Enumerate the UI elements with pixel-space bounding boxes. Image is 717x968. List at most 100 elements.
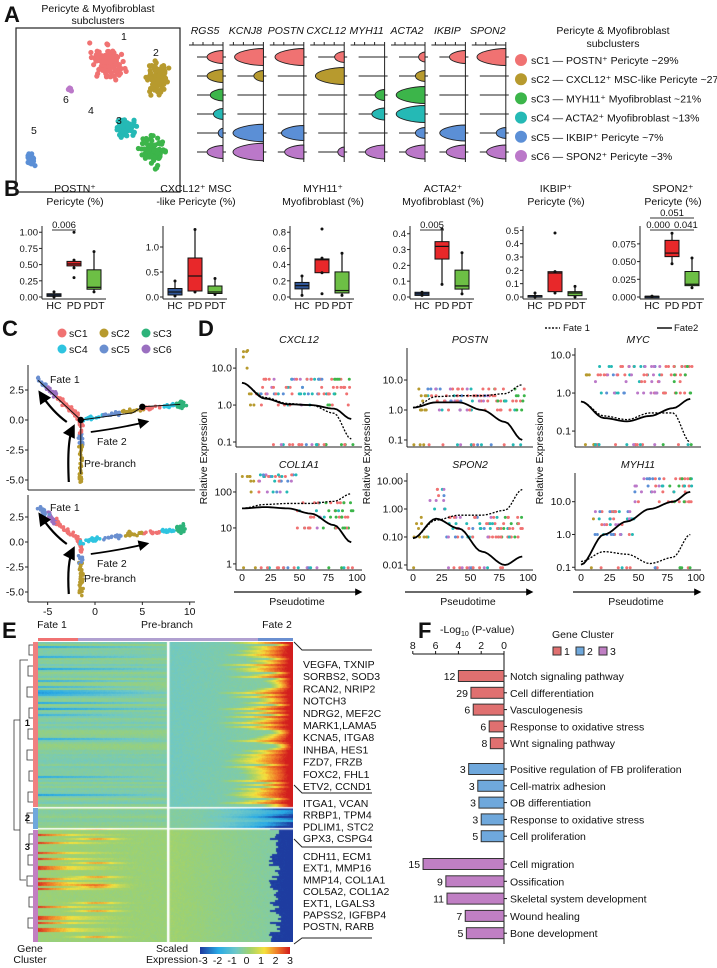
scale-label-line1: Scaled <box>156 943 188 955</box>
cell-point <box>495 408 499 412</box>
cell-point <box>327 509 331 513</box>
cell-point <box>609 532 613 536</box>
go-term-label: Wnt signaling pathway <box>510 738 616 750</box>
cell-point <box>668 484 672 488</box>
umap-point <box>156 73 162 79</box>
violin-shape <box>476 48 507 66</box>
x-tick-label: 75 <box>661 572 673 584</box>
y-tick-label: 0.50 <box>20 260 39 271</box>
cell-point <box>456 535 460 539</box>
cell-point <box>511 399 515 403</box>
cell-point <box>346 515 350 519</box>
cell-point <box>650 380 654 384</box>
cell-point <box>636 500 640 504</box>
umap-point <box>107 59 113 65</box>
umap-point <box>88 49 94 56</box>
cell-point <box>422 443 426 447</box>
x-axis-label-sub: 10 <box>461 631 469 638</box>
cell-point <box>489 443 493 447</box>
y-tick-label: 0.1 <box>393 277 406 288</box>
x-tick-label: PDT <box>205 300 227 312</box>
bracket-line <box>293 784 372 794</box>
cell-point <box>78 541 82 546</box>
cell-point <box>677 484 681 488</box>
cell-point <box>655 566 659 570</box>
cell-point <box>73 409 78 413</box>
cell-point <box>144 530 148 535</box>
x-tick-label: HC <box>527 300 543 312</box>
go-term-label: Positive regulation of FB proliferation <box>510 764 682 776</box>
y-tick-label: 10.0 <box>551 496 572 508</box>
cell-point <box>493 387 497 391</box>
y-tick-label: 0.01 <box>383 559 404 571</box>
go-term-label: Ossification <box>510 876 564 888</box>
x-tick-label: 0 <box>239 572 245 584</box>
gene-label: FZD7, FRZB <box>303 757 363 769</box>
y-tick-label: 2.5 <box>9 512 24 524</box>
dendrogram <box>13 644 33 929</box>
umap-point <box>128 127 134 134</box>
cell-point <box>348 501 352 505</box>
panel-label-d: D <box>198 316 214 341</box>
cell-point <box>690 364 694 368</box>
cell-point <box>482 527 486 531</box>
cell-point <box>326 403 330 407</box>
pseudotime-plot-myh11: MYH11 10.0 1.0 0.1 0 25 50 75 100 Pseudotime <box>551 459 705 608</box>
cell-point <box>313 377 317 381</box>
cell-point <box>54 391 59 396</box>
violin-gene-label: IKBIP <box>434 25 461 37</box>
cell-point <box>418 408 422 412</box>
cluster-number: 4 <box>88 105 94 117</box>
cell-point <box>286 479 290 483</box>
y-tick-label: 0.5 <box>506 226 519 237</box>
x-tick-label: PD <box>67 300 82 312</box>
cell-point <box>245 474 249 478</box>
cell-point <box>674 477 678 481</box>
x-tick-label: 0 <box>578 572 584 584</box>
cell-point <box>304 443 308 447</box>
branch-point <box>139 403 146 410</box>
legend-dot <box>515 54 527 66</box>
cell-point <box>627 364 631 368</box>
go-term-label: Cell differentiation <box>510 688 594 700</box>
cell-point <box>242 566 246 570</box>
fate1-arrow <box>38 390 68 423</box>
cell-point <box>672 364 676 368</box>
violin-shape <box>439 124 466 142</box>
cell-point <box>651 477 655 481</box>
violin-shape <box>448 50 466 64</box>
cell-point <box>643 380 647 384</box>
data-point <box>690 286 694 290</box>
cell-point <box>660 373 664 377</box>
gene-title: SPON2 <box>452 459 488 471</box>
x-tick-label: HC <box>167 300 183 312</box>
data-point <box>320 271 324 275</box>
bar <box>472 703 505 716</box>
umap-point <box>124 133 130 139</box>
cell-point <box>630 373 634 377</box>
data-point <box>670 231 674 235</box>
data-point <box>300 293 304 297</box>
x-tick-label: 8 <box>410 640 416 652</box>
umap-point <box>151 148 157 154</box>
cell-point <box>642 477 646 481</box>
cell-point <box>447 408 451 412</box>
gene-count-label: 6 <box>480 721 486 733</box>
umap-point <box>88 54 94 61</box>
fate2-curve <box>580 398 691 423</box>
cell-point <box>154 530 159 535</box>
cell-point <box>458 566 462 570</box>
cell-point <box>632 364 636 368</box>
go-term-label: Cell migration <box>510 859 574 871</box>
cell-point <box>474 394 478 398</box>
cell-point <box>598 364 602 368</box>
cell-point <box>310 443 314 447</box>
violin-shape <box>495 127 507 139</box>
cell-point <box>421 399 425 403</box>
pre-branch-label: Pre-branch <box>84 458 136 470</box>
pseudotime-plot-col1a1: COL1A1 100 10 10 25 50 75 100 Pseudotime <box>214 459 365 608</box>
go-term-label: OB differentiation <box>510 798 591 810</box>
cell-point <box>446 535 450 539</box>
cell-point <box>593 380 597 384</box>
cell-point <box>465 387 469 391</box>
